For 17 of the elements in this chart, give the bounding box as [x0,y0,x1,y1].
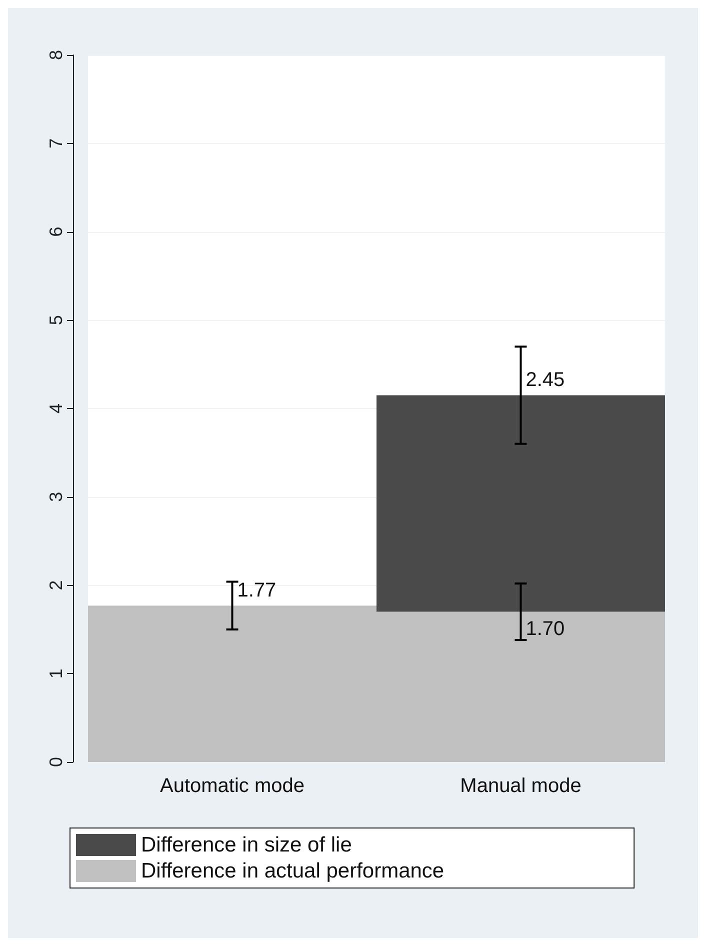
y-tick-label: 5 [46,315,66,326]
bar [376,395,665,612]
legend-label: Difference in size of lie [141,834,352,856]
data-label: 1.77 [237,580,276,602]
y-tick-label: 1 [46,668,66,679]
y-tick-label: 4 [46,403,66,414]
x-tick-label: Manual mode [460,775,582,797]
data-label: 2.45 [526,369,565,392]
y-tick-label: 0 [46,756,66,768]
y-tick-label: 6 [46,226,66,237]
y-tick-label: 3 [46,492,66,502]
y-tick-label: 2 [46,580,66,590]
y-tick-label: 7 [46,138,66,148]
data-label: 1.70 [526,618,565,640]
y-tick-label: 8 [46,50,66,60]
x-tick-label: Automatic mode [160,775,305,797]
legend-label: Difference in actual performance [141,860,444,882]
